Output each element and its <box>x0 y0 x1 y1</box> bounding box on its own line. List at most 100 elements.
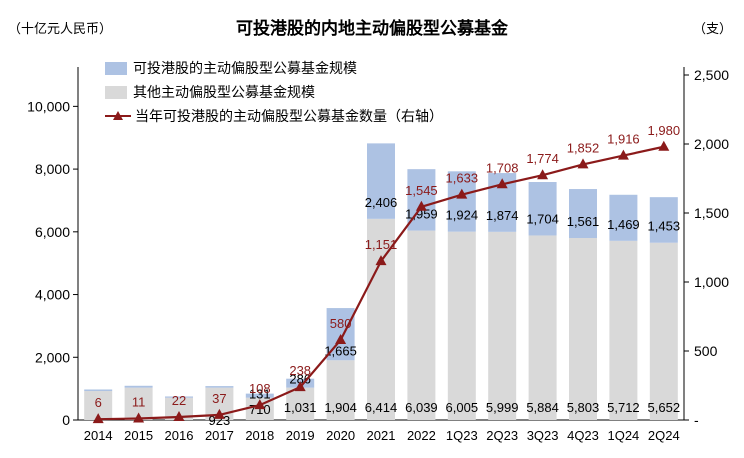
x-tick-label: 2021 <box>367 428 396 443</box>
line-marker <box>133 412 145 423</box>
bar-hk-eligible <box>84 389 113 392</box>
right-tick-label: 1,500 <box>694 205 729 221</box>
right-axis-unit: （支） <box>692 22 732 37</box>
bar-other <box>528 235 557 420</box>
legend-label-other: 其他主动偏股型公募基金规模 <box>133 85 315 101</box>
bar-label-other: 6,039 <box>405 400 438 415</box>
x-tick-label: 2022 <box>407 428 436 443</box>
line-label: 1,774 <box>526 151 559 166</box>
bar-other <box>286 387 315 420</box>
bar-label-other: 1,031 <box>284 400 317 415</box>
line-label: 1,852 <box>567 140 600 155</box>
left-tick-label: 4,000 <box>35 287 70 303</box>
legend-item-other: 其他主动偏股型公募基金规模 <box>105 80 443 104</box>
line-marker <box>254 399 266 410</box>
bar-label-other: 923 <box>209 413 231 428</box>
bar-hk-eligible <box>205 386 234 388</box>
bar-other <box>326 360 355 420</box>
bar-label-hk-eligible: 131 <box>249 387 271 402</box>
legend-swatch-other <box>105 85 127 99</box>
legend-item-hk-eligible: 可投港股的主动偏股型公募基金规模 <box>105 56 443 80</box>
bar-label-hk-eligible: 1,561 <box>567 214 600 229</box>
x-tick-label: 2016 <box>165 428 194 443</box>
line-marker <box>496 178 508 189</box>
left-tick-label: 8,000 <box>35 161 70 177</box>
line-marker <box>415 200 427 211</box>
x-tick-label: 2018 <box>245 428 274 443</box>
line-label: 238 <box>289 363 311 378</box>
line-marker <box>294 381 306 392</box>
line-label: 22 <box>172 393 186 408</box>
line-marker <box>173 410 185 421</box>
bar-label-other: 5,884 <box>526 400 559 415</box>
line-label: 1,708 <box>486 160 519 175</box>
bar-label-other: 5,999 <box>486 400 519 415</box>
x-tick-label: 4Q23 <box>567 428 599 443</box>
line-marker <box>375 255 387 266</box>
bar-label-other: 5,712 <box>607 400 640 415</box>
line-marker <box>617 149 629 160</box>
line-marker <box>456 188 468 199</box>
line-marker <box>213 408 225 419</box>
chart-title: 可投港股的内地主动偏股型公募基金 <box>236 19 508 39</box>
x-tick-label: 2020 <box>326 428 355 443</box>
x-tick-label: 2015 <box>124 428 153 443</box>
line-marker <box>335 333 347 344</box>
line-label: 108 <box>249 381 271 396</box>
bar-label-hk-eligible: 286 <box>289 372 311 387</box>
bar-label-hk-eligible: 1,665 <box>324 343 357 358</box>
line-marker <box>92 413 104 424</box>
legend-swatch-hk-eligible <box>105 61 127 75</box>
bar-hk-eligible <box>367 143 395 219</box>
bar-other <box>447 231 476 420</box>
bar-other <box>649 242 678 420</box>
legend-label-hk-eligible: 可投港股的主动偏股型公募基金规模 <box>133 61 357 77</box>
x-tick-label: 2Q23 <box>486 428 518 443</box>
left-tick-label: 6,000 <box>35 224 70 240</box>
right-tick-label: 500 <box>694 343 718 359</box>
bar-label-other: 6,005 <box>446 400 479 415</box>
bar-hk-eligible <box>124 385 153 388</box>
bar-other <box>367 218 395 420</box>
bar-label-other: 5,652 <box>648 400 681 415</box>
legend-label-count: 当年可投港股的主动偏股型公募基金数量（右轴） <box>135 109 443 125</box>
bar-label-other: 5,803 <box>567 400 600 415</box>
bar-label-hk-eligible: 1,704 <box>526 211 559 226</box>
right-tick-label: - <box>694 412 699 428</box>
line-marker <box>537 169 549 180</box>
bar-label-hk-eligible: 1,453 <box>648 219 681 234</box>
bar-hk-eligible <box>165 396 193 398</box>
bar-label-hk-eligible: 2,406 <box>365 195 398 210</box>
legend-item-count: 当年可投港股的主动偏股型公募基金数量（右轴） <box>105 104 443 128</box>
bar-hk-eligible <box>447 171 476 232</box>
right-tick-label: 1,000 <box>694 274 729 290</box>
line-label: 1,545 <box>405 183 438 198</box>
bar-hk-eligible <box>609 194 638 241</box>
x-tick-label: 2017 <box>205 428 234 443</box>
left-tick-label: 2,000 <box>35 349 70 365</box>
line-label: 580 <box>330 316 352 331</box>
left-tick-label: 10,000 <box>27 98 70 114</box>
bar-label-hk-eligible: 1,924 <box>446 208 479 223</box>
bar-other <box>407 230 436 420</box>
legend: 可投港股的主动偏股型公募基金规模 其他主动偏股型公募基金规模 当年可投港股的主动… <box>105 56 443 128</box>
line-label: 1,151 <box>365 237 398 252</box>
legend-swatch-count <box>105 111 131 120</box>
x-tick-label: 1Q24 <box>607 428 639 443</box>
bar-other <box>609 240 638 420</box>
bar-label-hk-eligible: 1,874 <box>486 208 519 223</box>
line-label: 37 <box>212 391 226 406</box>
bar-label-hk-eligible: 1,469 <box>607 217 640 232</box>
line-marker <box>577 158 589 169</box>
bar-other <box>569 237 597 420</box>
left-axis-unit: （十亿元人民币） <box>8 22 113 37</box>
line-label: 6 <box>95 395 102 410</box>
line-label: 1,633 <box>446 171 479 186</box>
bar-hk-eligible <box>245 393 274 398</box>
bar-label-other: 6,414 <box>365 400 398 415</box>
x-tick-label: 2019 <box>286 428 315 443</box>
right-tick-label: 2,500 <box>694 67 729 83</box>
line-marker <box>658 140 670 151</box>
